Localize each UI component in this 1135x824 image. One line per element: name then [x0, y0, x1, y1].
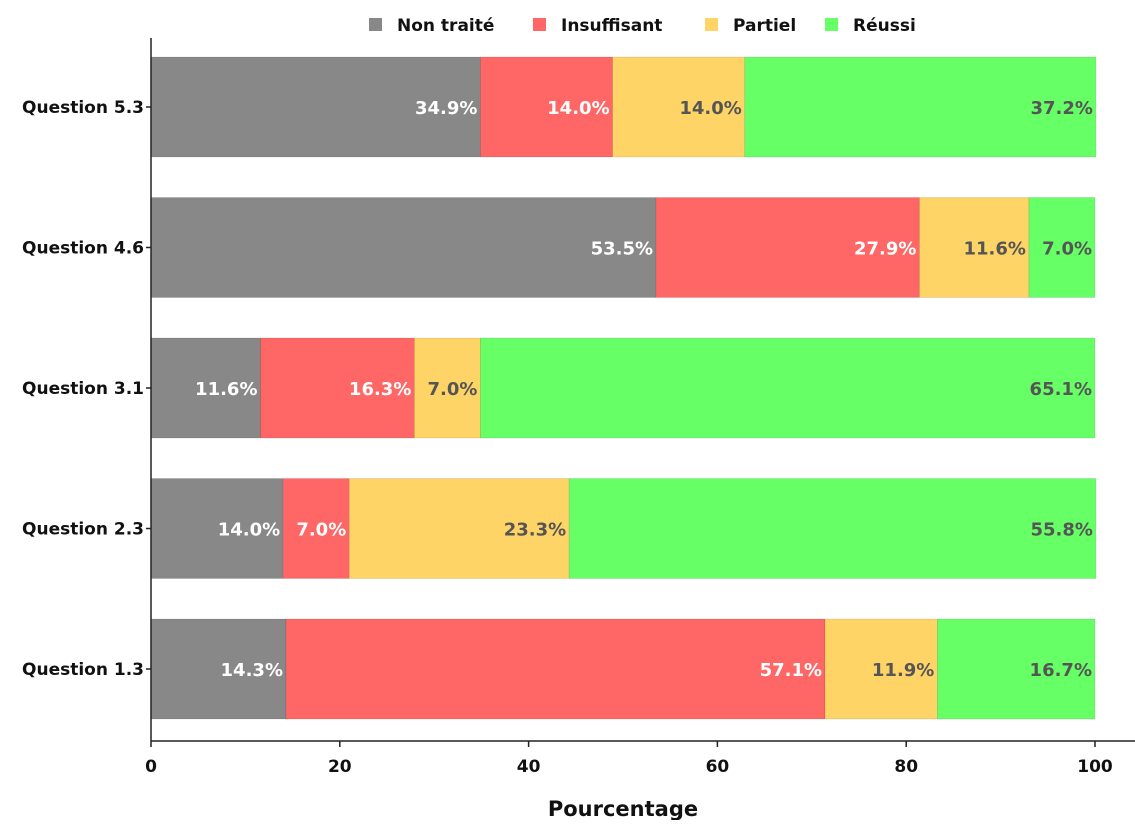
data-label: 7.0%	[428, 379, 478, 400]
data-label: 14.0%	[218, 520, 280, 541]
x-tick-label: 0	[145, 757, 157, 777]
x-axis-title: Pourcentage	[548, 797, 698, 820]
bars: 34.9% 14.0% 14.0% 37.2% 53.5% 27.9% 11.6% 7.0% 1…	[150, 56, 1097, 720]
bar-segment	[150, 197, 657, 298]
bar-segment	[150, 618, 287, 720]
legend-label: Non traité	[397, 16, 494, 36]
data-label: 57.1%	[760, 660, 822, 681]
category-label: Question 3.1	[22, 379, 144, 399]
x-tick-label: 60	[706, 757, 730, 777]
bar-segment	[937, 618, 1096, 720]
x-tick-label: 100	[1077, 757, 1113, 777]
category-label: Question 1.3	[22, 660, 144, 680]
data-label: 16.3%	[349, 379, 411, 400]
x-tick-label: 40	[517, 757, 541, 777]
bar-segment	[348, 478, 570, 579]
data-label: 16.7%	[1030, 660, 1092, 681]
legend-swatch	[825, 18, 838, 31]
bar-segment	[919, 197, 1030, 298]
bar-segment	[150, 56, 481, 158]
category-label: Question 4.6	[22, 239, 144, 259]
bar-segment	[568, 478, 1097, 579]
legend-label: Partiel	[733, 16, 796, 36]
legend-label: Insuffisant	[561, 16, 662, 36]
bar-segment	[282, 478, 350, 579]
data-label: 34.9%	[415, 98, 477, 119]
bar-segment	[744, 56, 1097, 158]
legend-label: Réussi	[853, 16, 916, 36]
data-label: 65.1%	[1030, 379, 1092, 400]
category-label: Question 5.3	[22, 98, 144, 118]
data-label: 14.3%	[221, 660, 283, 681]
data-label: 53.5%	[591, 239, 653, 260]
data-label: 7.0%	[1042, 239, 1092, 260]
data-label: 27.9%	[854, 239, 916, 260]
data-label: 11.9%	[872, 660, 934, 681]
data-label: 11.6%	[963, 239, 1025, 260]
x-tick-label: 20	[328, 757, 352, 777]
data-label: 37.2%	[1030, 98, 1092, 119]
legend-swatch	[705, 18, 718, 31]
data-label: 23.3%	[504, 520, 566, 541]
data-label: 7.0%	[296, 520, 346, 541]
bar-segment	[824, 618, 938, 720]
bar-segment	[480, 56, 613, 158]
bar-segment	[612, 56, 746, 158]
axes: 0 20 40 60 80 100 Question 5.3 Question 4.6 Ques…	[22, 38, 1135, 777]
bar-segment	[414, 337, 481, 439]
legend-swatch	[533, 18, 546, 31]
bar-segment	[480, 337, 1096, 439]
legend-swatch	[369, 18, 382, 31]
x-tick-label: 80	[894, 757, 918, 777]
bar-segment	[285, 618, 826, 720]
bar-segment	[655, 197, 920, 298]
category-label: Question 2.3	[22, 520, 144, 540]
data-label: 55.8%	[1030, 520, 1092, 541]
data-label: 14.0%	[547, 98, 609, 119]
legend: Non traité Insuffisant Partiel Réussi	[369, 16, 916, 36]
bar-segment	[260, 337, 415, 439]
bar-segment	[1028, 197, 1096, 298]
data-label: 14.0%	[679, 98, 741, 119]
bar-segment	[150, 337, 261, 439]
data-label: 11.6%	[195, 379, 257, 400]
